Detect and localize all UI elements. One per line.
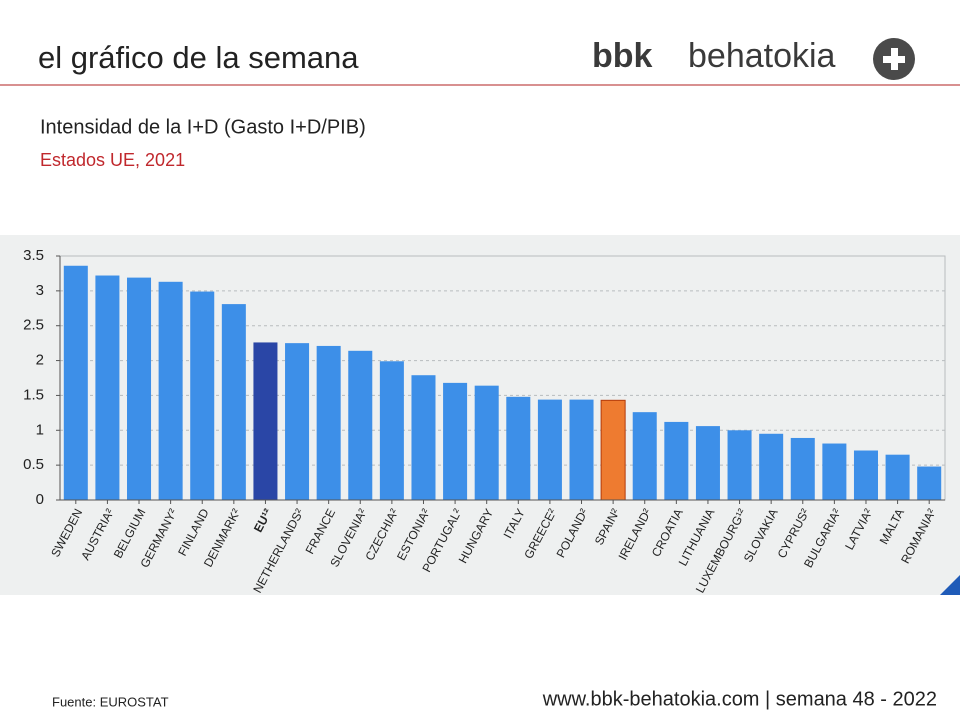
bar xyxy=(537,399,562,500)
corner-accent xyxy=(940,575,960,595)
source: Fuente: EUROSTAT xyxy=(52,694,169,709)
bar xyxy=(759,433,784,500)
bar xyxy=(95,275,120,500)
bar xyxy=(221,304,246,500)
bar xyxy=(127,277,152,500)
bar xyxy=(885,454,910,500)
bar xyxy=(411,375,436,500)
bar xyxy=(474,385,499,500)
bar xyxy=(569,399,594,500)
chart-subtitle: Estados UE, 2021 xyxy=(40,150,185,170)
bar xyxy=(158,281,183,500)
bar xyxy=(316,345,341,500)
bar xyxy=(253,342,278,500)
bar xyxy=(600,399,626,501)
y-tick-label: 0.5 xyxy=(23,456,44,473)
logo-name: behatokia xyxy=(688,37,836,75)
y-tick-label: 1 xyxy=(36,421,44,438)
bar xyxy=(632,412,657,500)
bar xyxy=(63,265,88,500)
bar xyxy=(506,396,531,500)
footer-site: www.bbk-behatokia.com | semana 48 - 2022 xyxy=(542,688,937,710)
bar xyxy=(822,443,847,500)
y-tick-label: 1.5 xyxy=(23,386,44,403)
y-tick-label: 2 xyxy=(36,352,44,369)
bar xyxy=(379,361,404,500)
y-tick-label: 3.5 xyxy=(23,247,44,264)
bar xyxy=(853,450,878,500)
bar xyxy=(348,350,373,500)
bar xyxy=(285,343,310,500)
bar xyxy=(664,421,689,500)
y-tick-label: 2.5 xyxy=(23,317,44,334)
bar xyxy=(190,291,215,500)
slide-title: el gráfico de la semana xyxy=(38,40,359,75)
bar xyxy=(917,466,942,500)
bar xyxy=(443,382,468,500)
chart-title: Intensidad de la I+D (Gasto I+D/PIB) xyxy=(40,116,366,138)
bar xyxy=(727,430,752,500)
y-tick-label: 0 xyxy=(36,491,44,508)
y-tick-label: 3 xyxy=(36,282,44,299)
logo-icon xyxy=(873,38,915,80)
bar xyxy=(790,437,815,500)
bar xyxy=(695,426,720,500)
logo-brand: bbk xyxy=(592,37,653,75)
